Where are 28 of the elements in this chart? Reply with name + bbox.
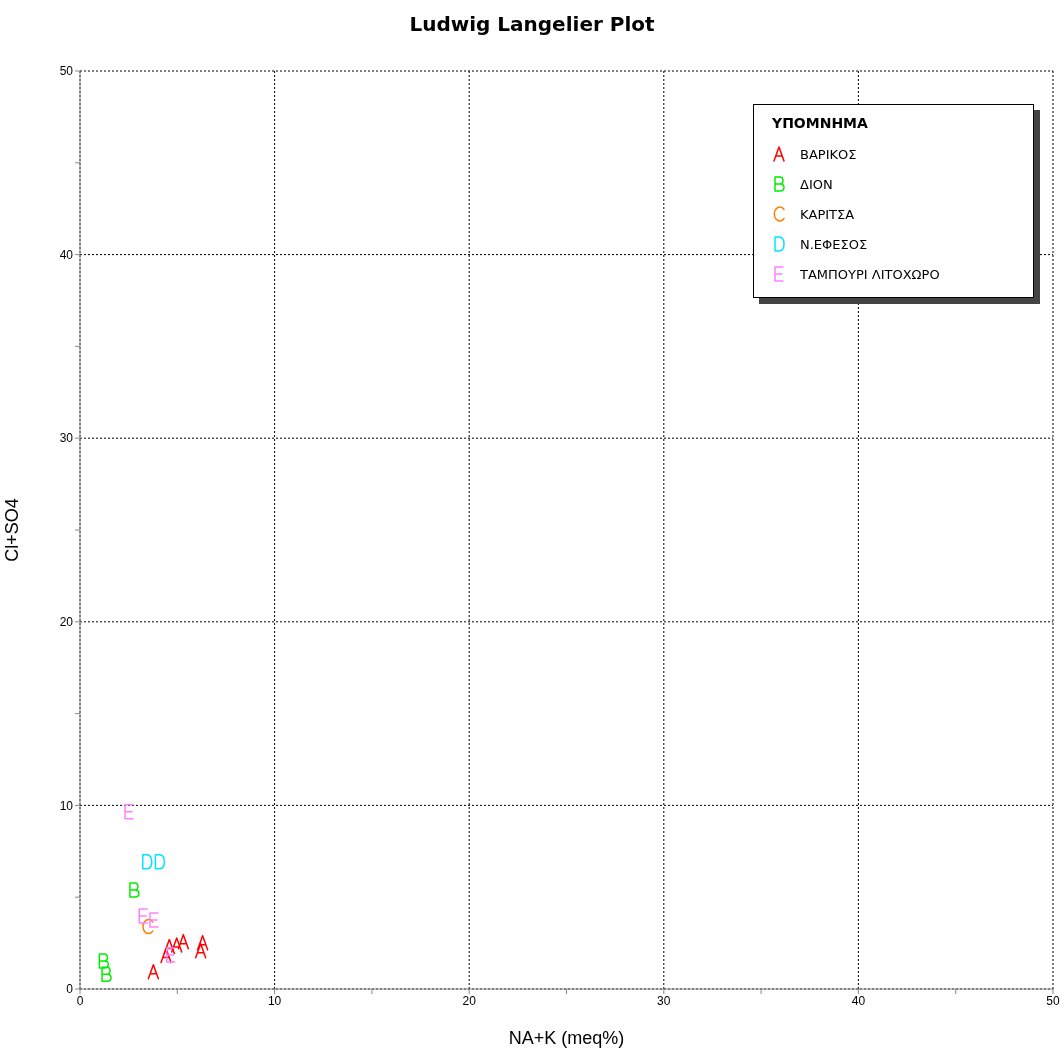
y-tick-label: 50 bbox=[59, 64, 74, 79]
point bbox=[194, 942, 207, 959]
legend-label: Ν.ΕΦΕΣΟΣ bbox=[800, 236, 868, 252]
legend-label: ΚΑΡΙΤΣΑ bbox=[800, 206, 855, 222]
y-tick-label: 30 bbox=[59, 431, 74, 446]
point bbox=[142, 918, 154, 935]
point bbox=[147, 963, 160, 980]
point bbox=[160, 947, 172, 964]
x-tick-label: 20 bbox=[462, 993, 477, 1008]
y-tick-label: 0 bbox=[66, 982, 74, 997]
legend-label: ΤΑΜΠΟΥΡΙ ΛΙΤΟΧΩΡΟ bbox=[800, 266, 940, 282]
y-tick-label: 40 bbox=[59, 247, 74, 262]
x-axis-title: NA+K (meq%) bbox=[508, 1028, 625, 1048]
chart-title: Ludwig Langelier Plot bbox=[408, 12, 656, 36]
x-tick-label: 0 bbox=[76, 993, 84, 1008]
y-tick-label: 10 bbox=[59, 798, 74, 813]
legend-title: ΥΠΟΜΝΗΜΑ bbox=[772, 115, 869, 131]
point bbox=[196, 934, 209, 951]
legend-label: ΒΑΡΙΚΟΣ bbox=[800, 146, 857, 162]
point bbox=[98, 953, 110, 969]
x-tick-label: 40 bbox=[851, 993, 866, 1008]
y-tick-label: 20 bbox=[59, 615, 74, 630]
point bbox=[154, 854, 166, 870]
y-axis-title: Cl+SO4 bbox=[2, 498, 23, 562]
legend-label: ΔΙΟΝ bbox=[800, 176, 833, 192]
x-tick-label: 30 bbox=[657, 993, 671, 1008]
x-tick-label: 10 bbox=[267, 993, 282, 1008]
x-tick-label: 50 bbox=[1046, 993, 1060, 1008]
